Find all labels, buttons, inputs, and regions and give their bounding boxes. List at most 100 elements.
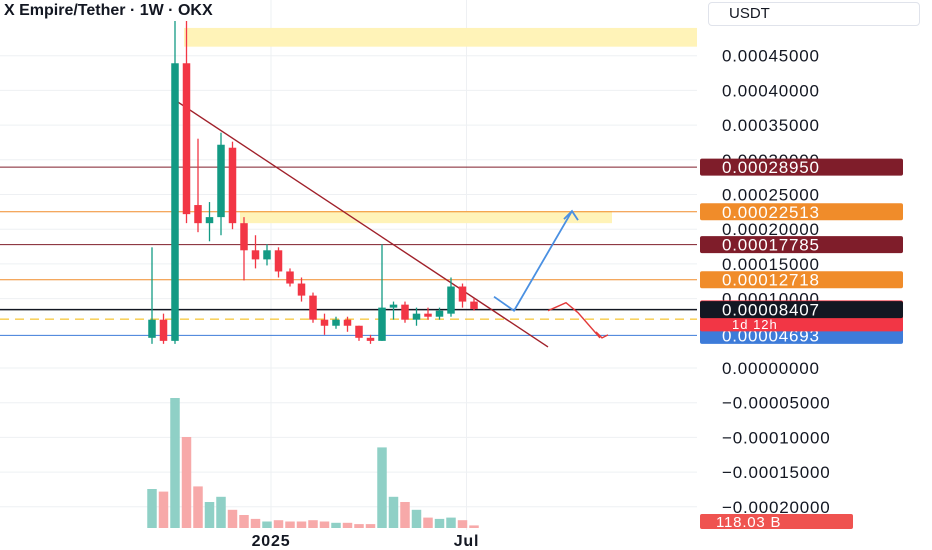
- x-tick-label: Jul: [454, 533, 480, 550]
- candle-body: [286, 271, 294, 284]
- candle-body: [320, 319, 329, 326]
- volume-bar: [170, 398, 180, 528]
- level-tag: 0.00022513: [722, 203, 820, 222]
- level-tag: 0.00012718: [722, 271, 820, 290]
- supply-zone: [240, 211, 612, 224]
- volume-tag-bg: [700, 514, 853, 529]
- candle-body: [447, 286, 455, 314]
- y-tick-label: 0.00045000: [722, 47, 820, 66]
- candle: [447, 277, 455, 317]
- level-tag-bg: [700, 301, 903, 319]
- candle-body: [240, 223, 248, 251]
- candle-body: [228, 147, 237, 224]
- candle: [332, 316, 340, 329]
- candle: [217, 132, 225, 236]
- candle: [401, 301, 409, 323]
- candle-body: [148, 319, 156, 338]
- y-tick-label: 0.00020000: [722, 220, 820, 239]
- candle: [263, 244, 271, 266]
- projection-up-arrowhead: [563, 209, 579, 221]
- volume-bar: [423, 517, 433, 528]
- y-tick-label: 0.00025000: [722, 186, 820, 205]
- volume-bar: [296, 521, 307, 528]
- currency-label[interactable]: USDT: [708, 2, 920, 26]
- level-tag-bg: [700, 158, 903, 176]
- candle-body: [470, 301, 478, 309]
- candle: [366, 334, 375, 344]
- volume-bar: [411, 509, 422, 528]
- candle-body: [159, 319, 168, 341]
- candle: [286, 268, 294, 287]
- volume-bar: [181, 437, 192, 528]
- supply-zone: [184, 27, 697, 47]
- volume-bar: [239, 515, 249, 528]
- trendline: [175, 100, 549, 348]
- candle: [240, 217, 248, 281]
- candle-body: [424, 313, 432, 317]
- volume-bar: [377, 447, 387, 528]
- y-tick-label: 0.00015000: [722, 255, 820, 274]
- volume-bar: [147, 489, 157, 528]
- candle-body: [205, 217, 214, 224]
- candle: [251, 235, 260, 269]
- candle: [470, 298, 478, 311]
- volume-bar: [400, 502, 410, 528]
- volume-bar: [262, 521, 272, 528]
- volume-bar: [273, 520, 284, 528]
- level-tag-bg: [700, 236, 903, 254]
- candle: [171, 21, 179, 344]
- candle: [228, 141, 237, 230]
- candle-body: [343, 319, 352, 326]
- x-tick-label: 2025: [252, 533, 291, 550]
- candle-body: [171, 63, 179, 341]
- candle-body: [263, 250, 271, 260]
- candle-body: [309, 295, 317, 320]
- volume-bar: [193, 486, 203, 528]
- candle: [355, 325, 363, 341]
- candle: [182, 21, 191, 224]
- volume-bar: [227, 509, 238, 528]
- y-tick-label: 0.00035000: [722, 116, 820, 135]
- y-tick-label: −0.00015000: [722, 463, 831, 482]
- candle: [343, 316, 352, 332]
- candle: [320, 313, 329, 335]
- candle-body: [251, 250, 260, 260]
- candle: [194, 138, 202, 233]
- level-tag-bg: [700, 203, 903, 221]
- candle-body: [366, 337, 375, 341]
- candle-body: [274, 250, 283, 272]
- y-tick-label: −0.00020000: [722, 498, 831, 517]
- candle-body: [217, 144, 225, 218]
- candle-body: [435, 310, 444, 317]
- candle-body: [389, 304, 398, 308]
- candle: [274, 247, 283, 278]
- candle-body: [378, 307, 386, 341]
- candle: [378, 244, 386, 341]
- candle: [148, 247, 156, 344]
- candle-body: [412, 313, 421, 320]
- volume-bar: [388, 496, 399, 528]
- level-tag-bg: [700, 271, 903, 289]
- y-tick-label: −0.00010000: [722, 428, 831, 447]
- y-tick-label: −0.00005000: [722, 394, 831, 413]
- level-tag: 0.00008407: [722, 301, 820, 320]
- volume-bar: [204, 502, 215, 528]
- volume-bar: [319, 521, 330, 528]
- y-tick-label: 0.00000000: [722, 359, 820, 378]
- candle-body: [458, 286, 467, 302]
- candle: [412, 307, 421, 326]
- candle-body: [355, 325, 363, 338]
- candle: [205, 202, 214, 242]
- candle: [458, 283, 467, 308]
- y-tick-label: 0.00040000: [722, 81, 820, 100]
- candle: [389, 301, 398, 320]
- candle: [309, 292, 317, 323]
- volume-bar: [285, 521, 295, 528]
- candle-body: [332, 319, 340, 326]
- candle: [159, 313, 168, 344]
- volume-bar: [250, 518, 261, 528]
- volume-bar: [216, 496, 226, 528]
- volume-bar: [446, 517, 456, 528]
- candle: [297, 277, 306, 302]
